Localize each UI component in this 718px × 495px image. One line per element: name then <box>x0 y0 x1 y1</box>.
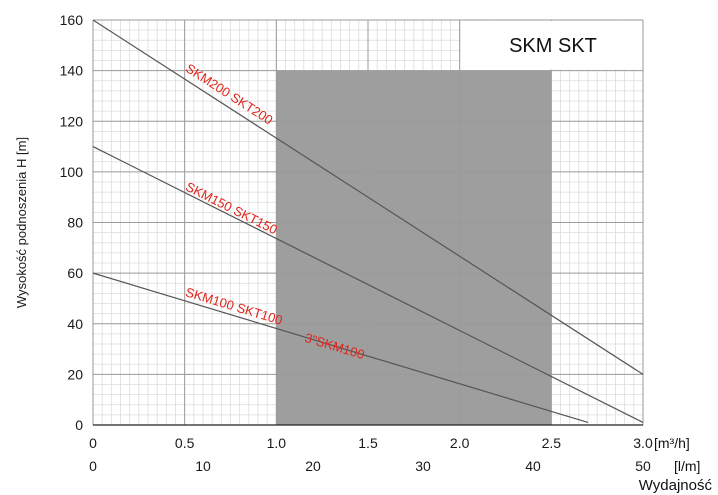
x-tick-label-top: 0.5 <box>175 435 195 451</box>
curve-label: SKM150 SKT150 <box>183 179 280 237</box>
x-tick-labels-m3h: 0 0.5 1.0 1.5 2.0 2.5 3.0 <box>89 435 653 451</box>
x-tick-label-bottom: 20 <box>305 458 321 474</box>
y-tick-label: 0 <box>75 417 83 433</box>
x-tick-label-top: 2.0 <box>450 435 470 451</box>
chart-title: SKM SKT <box>509 35 597 57</box>
series-line <box>92 146 644 424</box>
series-line <box>92 19 644 375</box>
x-unit-top: [m³/h] <box>654 435 690 451</box>
series-line <box>92 272 589 424</box>
x-tick-label-top: 3.0 <box>633 435 653 451</box>
x-tick-label-bottom: 10 <box>195 458 211 474</box>
shaded-operating-range <box>276 70 552 425</box>
x-axis-label: Wydajność <box>639 477 713 494</box>
x-tick-label-top: 1.0 <box>267 435 287 451</box>
y-tick-label: 80 <box>67 215 83 231</box>
y-tick-label: 60 <box>67 265 83 281</box>
y-tick-label: 100 <box>60 164 84 180</box>
series-lines <box>92 19 644 424</box>
x-tick-label-top: 2.5 <box>542 435 562 451</box>
y-tick-label: 160 <box>60 12 84 28</box>
y-axis-label: Wysokość podnoszenia H [m] <box>14 137 29 308</box>
x-tick-label-top: 0 <box>89 435 97 451</box>
y-tick-label: 20 <box>67 366 83 382</box>
x-tick-label-top: 1.5 <box>358 435 378 451</box>
x-tick-label-bottom: 30 <box>415 458 431 474</box>
curve-label: SKM100 SKT100 <box>184 284 285 327</box>
y-tick-label: 40 <box>67 316 83 332</box>
title-box <box>460 21 642 70</box>
y-tick-label: 140 <box>60 63 84 79</box>
y-tick-label: 120 <box>60 113 84 129</box>
x-tick-label-bottom: 0 <box>89 458 97 474</box>
x-tick-labels-lm: 0 10 20 30 40 50 <box>89 458 651 474</box>
x-unit-bottom: [l/m] <box>674 458 700 474</box>
x-tick-label-bottom: 50 <box>635 458 651 474</box>
major-grid <box>92 19 644 426</box>
x-tick-label-bottom: 40 <box>525 458 541 474</box>
y-tick-labels: 0 20 40 60 80 100 120 140 160 <box>60 12 84 433</box>
